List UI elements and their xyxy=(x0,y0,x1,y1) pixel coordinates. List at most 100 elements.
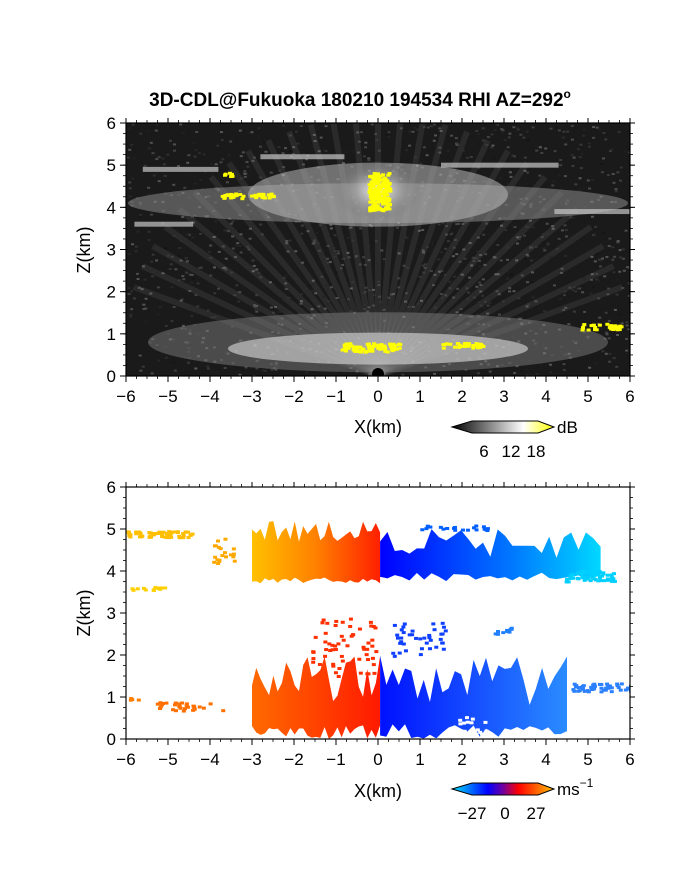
reflectivity-noise xyxy=(274,362,278,365)
reflectivity-high-patch xyxy=(375,175,380,179)
reflectivity-noise xyxy=(539,328,543,331)
reflectivity-noise xyxy=(465,287,469,290)
reflectivity-noise xyxy=(567,352,571,355)
reflectivity-noise xyxy=(605,333,609,336)
velocity-echo xyxy=(440,632,445,636)
reflectivity-noise xyxy=(507,318,511,321)
reflectivity-noise xyxy=(472,259,476,262)
velocity-echo xyxy=(596,579,601,583)
reflectivity-high-patch xyxy=(368,206,373,210)
reflectivity-noise xyxy=(562,294,566,297)
reflectivity-noise xyxy=(364,146,368,149)
velocity-xtick-label: −1 xyxy=(326,750,345,769)
reflectivity-noise xyxy=(294,332,298,335)
reflectivity-high-patch xyxy=(377,193,382,197)
velocity-gap xyxy=(469,721,474,725)
reflectivity-high-patch xyxy=(368,194,373,198)
reflectivity-high-patch xyxy=(387,202,392,206)
reflectivity-noise xyxy=(594,225,598,228)
reflectivity-noise xyxy=(590,215,594,218)
reflectivity-noise xyxy=(530,226,534,229)
reflectivity-xtick-label: 4 xyxy=(541,387,550,406)
reflectivity-noise xyxy=(196,337,200,340)
reflectivity-noise xyxy=(219,161,223,164)
reflectivity-noise xyxy=(382,308,386,311)
reflectivity-noise xyxy=(253,308,257,311)
velocity-echo xyxy=(419,647,424,651)
reflectivity-noise xyxy=(618,270,622,273)
reflectivity-noise xyxy=(236,242,240,245)
reflectivity-noise xyxy=(192,142,196,145)
reflectivity-noise xyxy=(181,216,185,219)
reflectivity-noise xyxy=(361,295,365,298)
velocity-echo xyxy=(574,684,579,688)
reflectivity-noise xyxy=(301,261,305,264)
reflectivity-high-patch xyxy=(379,200,384,204)
reflectivity-noise xyxy=(216,144,220,147)
reflectivity-noise xyxy=(485,143,489,146)
reflectivity-noise xyxy=(487,324,491,327)
velocity-echo xyxy=(590,570,595,574)
reflectivity-noise xyxy=(300,145,304,148)
velocity-echo xyxy=(366,641,371,645)
reflectivity-noise xyxy=(236,340,240,343)
reflectivity-high-patch xyxy=(238,193,243,197)
reflectivity-noise xyxy=(612,181,616,184)
velocity-echo xyxy=(606,577,611,581)
reflectivity-noise xyxy=(576,301,580,304)
reflectivity-noise xyxy=(563,353,567,356)
reflectivity-noise xyxy=(617,131,621,134)
reflectivity-high-patch xyxy=(346,346,351,350)
reflectivity-noise xyxy=(591,136,595,139)
reflectivity-noise xyxy=(486,312,490,315)
reflectivity-noise xyxy=(281,152,285,155)
reflectivity-high-patch xyxy=(260,192,265,196)
velocity-echo xyxy=(586,690,591,694)
reflectivity-high-patch xyxy=(381,190,386,194)
reflectivity-noise xyxy=(500,132,504,135)
reflectivity-noise xyxy=(351,281,355,284)
velocity-echo xyxy=(373,626,378,630)
velocity-echo xyxy=(143,588,148,592)
reflectivity-high-patch xyxy=(444,342,449,346)
reflectivity-noise xyxy=(466,322,470,325)
reflectivity-noise xyxy=(476,250,480,253)
reflectivity-noise xyxy=(407,306,411,309)
reflectivity-high-patch xyxy=(379,343,384,347)
reflectivity-noise xyxy=(592,126,596,129)
reflectivity-noise xyxy=(604,215,608,218)
reflectivity-noise xyxy=(359,131,363,134)
reflectivity-noise xyxy=(172,143,176,146)
reflectivity-noise xyxy=(484,222,488,225)
reflectivity-noise xyxy=(341,142,345,145)
velocity-echo xyxy=(333,647,338,651)
velocity-echo xyxy=(612,579,617,583)
reflectivity-noise xyxy=(163,227,167,230)
reflectivity-noise xyxy=(128,148,132,151)
reflectivity-high-patch xyxy=(387,199,392,203)
reflectivity-colorbar-tick: 18 xyxy=(527,442,546,461)
velocity-xtick-label: 4 xyxy=(541,750,550,769)
reflectivity-noise xyxy=(213,360,217,363)
reflectivity-noise xyxy=(557,249,561,252)
reflectivity-noise xyxy=(238,291,242,294)
reflectivity-noise xyxy=(520,322,524,325)
reflectivity-noise xyxy=(299,327,303,330)
reflectivity-noise xyxy=(157,359,161,362)
reflectivity-noise xyxy=(259,276,263,279)
reflectivity-high-patch xyxy=(367,347,372,351)
reflectivity-noise xyxy=(543,249,547,252)
velocity-echo xyxy=(158,701,163,705)
reflectivity-noise xyxy=(285,310,289,313)
reflectivity-noise xyxy=(453,275,457,278)
velocity-echo xyxy=(395,636,400,640)
reflectivity-noise xyxy=(212,159,216,162)
reflectivity-noise xyxy=(213,292,217,295)
reflectivity-noise xyxy=(551,227,555,230)
reflectivity-noise xyxy=(539,361,543,364)
reflectivity-noise xyxy=(549,256,553,259)
reflectivity-noise xyxy=(273,305,277,308)
reflectivity-noise xyxy=(206,367,210,370)
reflectivity-streak xyxy=(134,221,194,227)
velocity-echo xyxy=(611,577,616,581)
